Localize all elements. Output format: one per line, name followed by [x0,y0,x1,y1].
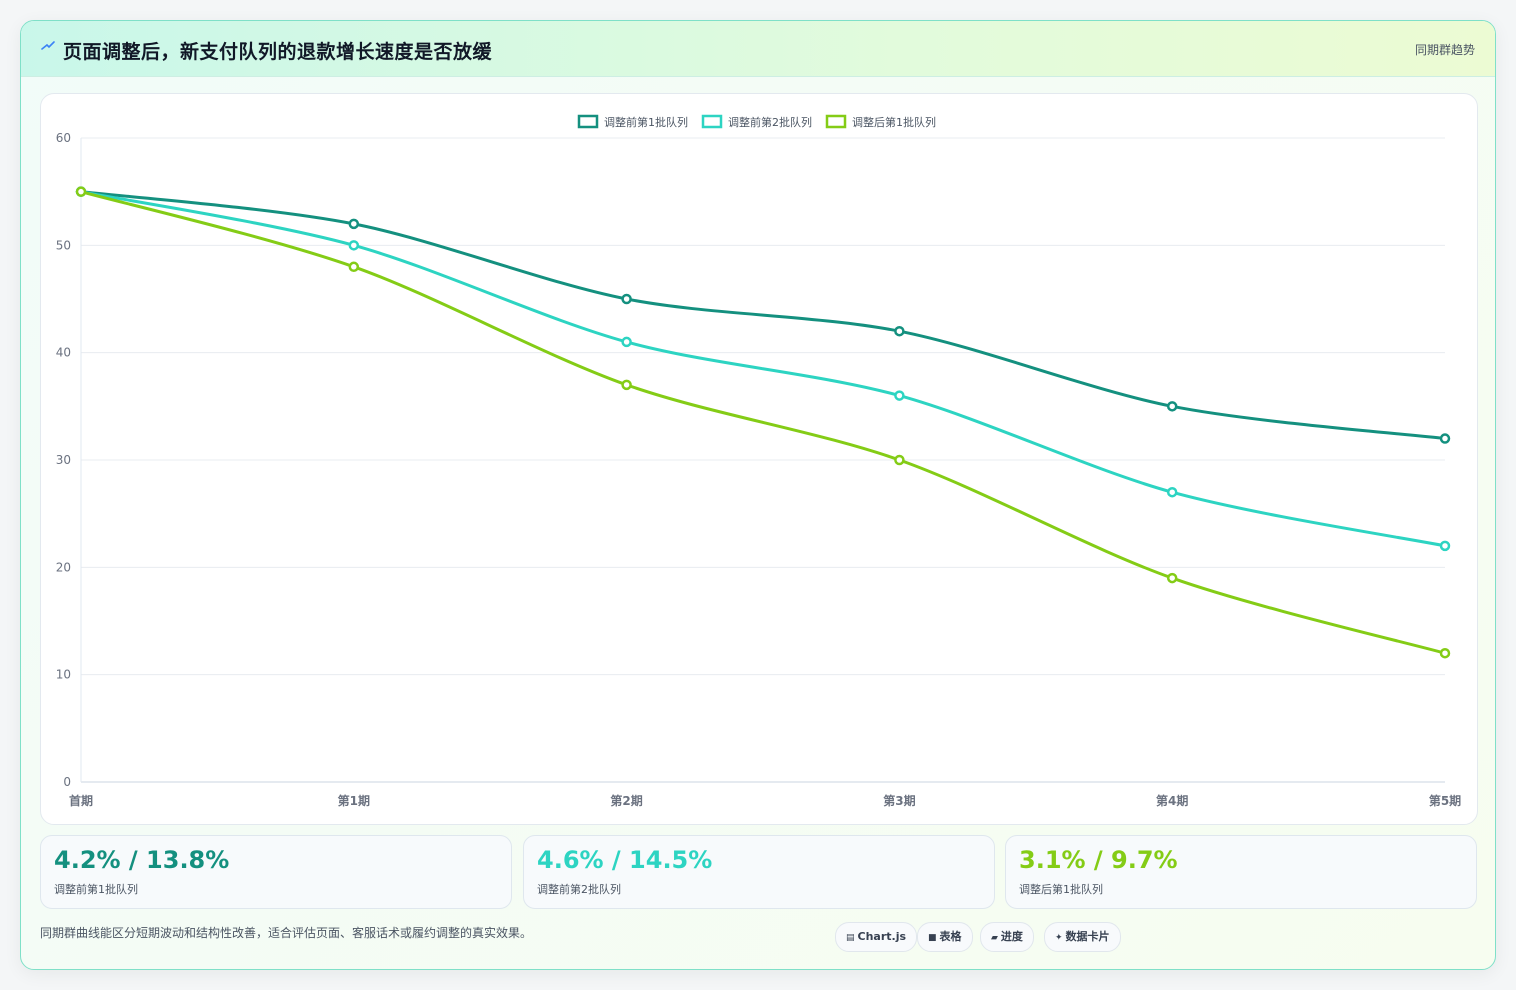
data-point [894,325,905,337]
legend-swatch [825,114,847,129]
pill-label: 数据卡片 [1065,930,1110,943]
card-header: 页面调整后，新支付队列的退款增长速度是否放缓 同期群趋势 [21,21,1495,77]
chart-icon: ▤ [846,933,855,943]
x-tick-label: 第4期 [1156,793,1188,808]
stat-label: 调整后第1批队列 [1019,883,1103,896]
progress-icon: ▰ [991,933,998,943]
data-point [348,240,360,251]
legend-swatch [701,114,723,129]
data-point [348,218,360,230]
series-line [80,190,1446,441]
data-point [75,186,87,197]
pill-label: Chart.js [857,930,907,943]
legend-swatch [577,114,599,129]
data-point [348,261,360,273]
stat-card: 4.6% / 14.5% 调整前第2批队列 [523,835,995,909]
y-tick-label: 30 [56,453,71,467]
data-point [1166,486,1178,498]
data-point [621,379,632,391]
x-tick-label: 首期 [69,793,93,808]
pill-data-card[interactable]: ✦ 数据卡片 [1044,922,1121,952]
x-tick-label: 第3期 [883,793,915,808]
stat-label: 调整前第1批队列 [54,883,138,896]
legend-label: 调整前第1批队列 [604,115,688,129]
sparkle-icon: ✦ [1055,933,1063,943]
x-tick-label: 第5期 [1429,793,1461,808]
trend-icon [41,41,55,50]
stat-value: 3.1% / 9.7% [1019,846,1178,874]
legend-label: 调整后第1批队列 [852,115,936,129]
table-icon: ■ [928,933,937,943]
header-tag: 同期群趋势 [1414,43,1475,57]
pill-progress[interactable]: ▰ 进度 [980,922,1034,952]
y-tick-label: 10 [56,668,71,682]
y-tick-label: 0 [63,775,71,789]
y-tick-label: 60 [56,131,71,145]
legend-label: 调整前第2批队列 [728,115,812,129]
data-point [894,390,905,401]
page-title: 页面调整后，新支付队列的退款增长速度是否放缓 [63,41,493,63]
data-point [1166,401,1178,412]
stat-value: 4.6% / 14.5% [537,846,713,874]
stat-value: 4.2% / 13.8% [54,846,230,874]
footnote: 同期群曲线能区分短期波动和结构性改善，适合评估页面、客服话术或履约调整的真实效果… [40,926,533,940]
stat-cards: 4.2% / 13.8% 调整前第1批队列 4.6% / 14.5% 调整前第2… [40,835,1477,909]
chart-card: 页面调整后，新支付队列的退款增长速度是否放缓 同期群趋势 0 10 20 30 40 50… [20,20,1496,970]
data-point [1166,572,1178,584]
stat-card: 3.1% / 9.7% 调整后第1批队列 [1005,835,1477,909]
data-point [1439,540,1451,552]
pill-chartjs[interactable]: ▤ Chart.js [835,922,918,952]
pill-label: 表格 [939,930,962,943]
data-point [621,293,632,305]
series-line [80,190,1446,655]
chart-container: 0 10 20 30 40 50 60 首期 第1期 第2期 第3期 第4期 第5期 调整前第1批队列 调整… [40,93,1478,825]
series-line [80,190,1446,548]
x-tick-label: 第2期 [610,793,642,808]
x-tick-label: 第1期 [338,793,370,808]
data-point [894,454,905,466]
pill-table[interactable]: ■ 表格 [917,922,973,952]
data-point [1439,433,1451,444]
y-tick-label: 40 [56,346,71,360]
y-tick-label: 20 [56,560,71,574]
data-point [1439,647,1451,659]
stat-label: 调整前第2批队列 [537,883,621,896]
pill-label: 进度 [1000,930,1023,943]
line-chart: 0 10 20 30 40 50 60 首期 第1期 第2期 第3期 第4期 第5期 调整前第1批队列 调整… [56,114,1461,808]
data-point [621,336,632,348]
stat-card: 4.2% / 13.8% 调整前第1批队列 [40,835,512,909]
y-tick-label: 50 [56,238,71,252]
